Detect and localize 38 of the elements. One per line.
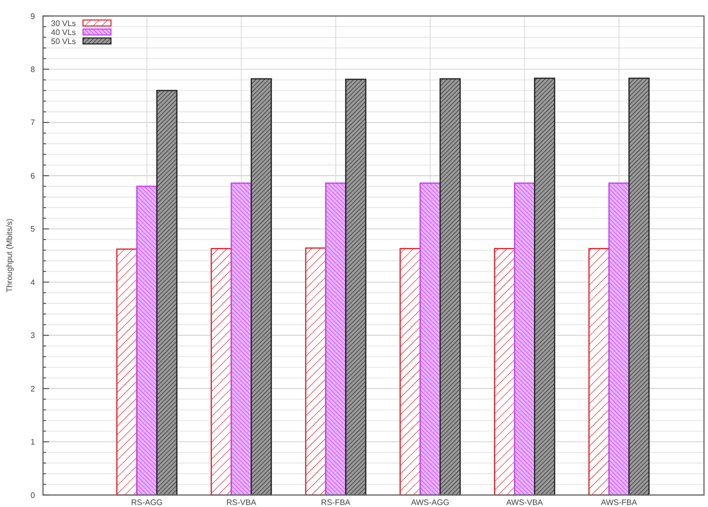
bar: [156, 90, 178, 496]
y-tick-label: 4: [30, 278, 36, 287]
x-tick-label: RS-FBA: [321, 498, 352, 507]
bar: [400, 248, 421, 496]
bar: [534, 78, 556, 496]
y-tick-label: 0: [30, 490, 36, 500]
y-tick-label: 2: [30, 384, 36, 394]
y-tick-label: 5: [30, 224, 36, 234]
legend-label: 30 VLs: [51, 19, 76, 28]
y-tick-label: 3: [30, 331, 36, 340]
x-tick-label: AWS-FBA: [600, 498, 638, 507]
bar: [608, 182, 630, 496]
bar: [420, 182, 441, 496]
bar: [305, 247, 326, 496]
bar: [440, 78, 461, 496]
x-tick-label: RS-VBA: [226, 498, 257, 507]
bar: [136, 186, 158, 496]
y-tick-label: 9: [30, 12, 36, 21]
y-tick-label: 1: [30, 438, 36, 447]
bar: [250, 78, 272, 496]
bar: [325, 182, 346, 496]
x-tick-label: AWS-VBA: [506, 498, 544, 507]
bar: [588, 248, 610, 496]
y-tick-label: 7: [30, 118, 36, 128]
y-tick-label: 8: [30, 65, 36, 74]
x-tick-label: AWS-AGG: [410, 498, 450, 507]
bar: [514, 182, 536, 496]
bar: [210, 248, 232, 496]
legend-label: 50 VLs: [51, 37, 76, 46]
bar: [628, 78, 650, 496]
y-axis-title: Throughput (Mbits/s): [5, 218, 14, 292]
bar: [230, 182, 252, 496]
bar: [494, 248, 516, 496]
y-tick-label: 6: [30, 171, 36, 180]
bar: [116, 248, 138, 496]
legend-label: 40 VLs: [51, 28, 76, 37]
x-tick-label: RS-AGG: [131, 498, 163, 507]
bar: [345, 78, 366, 496]
